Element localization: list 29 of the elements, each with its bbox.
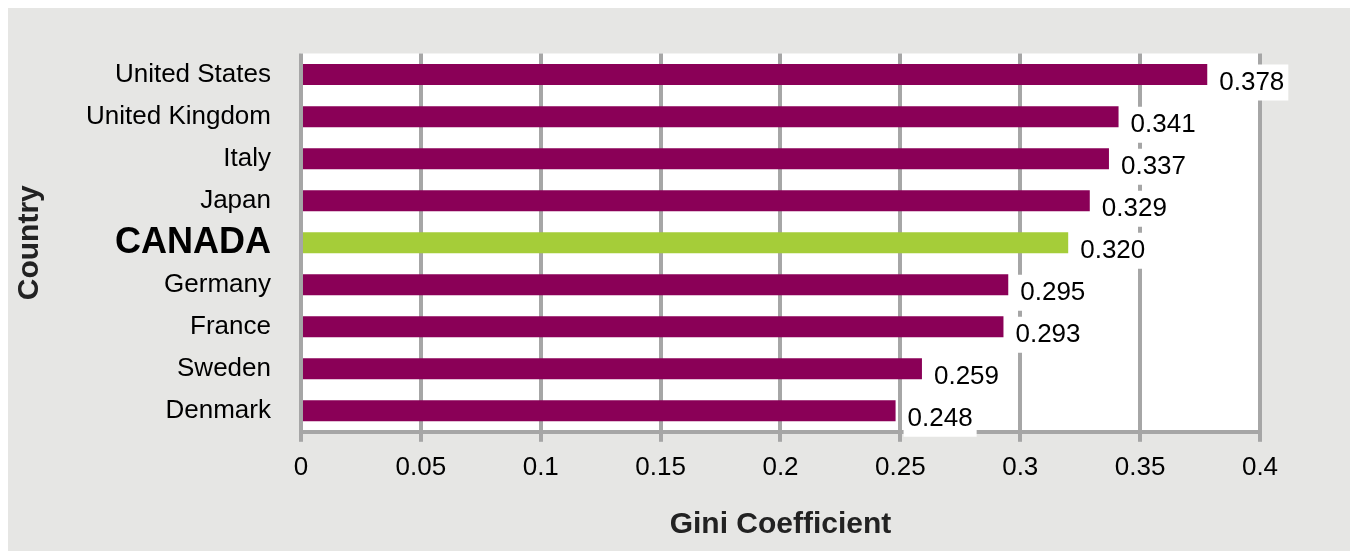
x-tick-label: 0.15	[635, 450, 686, 481]
x-tick-label: 0.25	[875, 450, 926, 481]
data-label: 0.295	[1020, 275, 1086, 306]
y-tick-label: Denmark	[165, 393, 272, 424]
y-tick-label: France	[190, 309, 271, 340]
data-label: 0.320	[1080, 233, 1146, 264]
y-tick-label: United Kingdom	[86, 99, 271, 130]
data-label: 0.337	[1120, 149, 1187, 180]
y-tick-label: United States	[114, 57, 271, 88]
y-tick-label: Sweden	[177, 351, 271, 382]
y-tick-label: Italy	[223, 141, 271, 172]
x-tick-label: 0	[293, 450, 309, 481]
data-label: 0.341	[1130, 107, 1196, 138]
data-label: 0.378	[1219, 65, 1285, 96]
x-axis-title: Gini Coefficient	[669, 506, 892, 540]
y-tick-label: Japan	[200, 183, 271, 214]
y-tick-label: Germany	[164, 267, 271, 298]
data-label: 0.248	[907, 401, 973, 432]
data-label: 0.259	[933, 359, 1000, 390]
y-axis-title: Country	[11, 184, 45, 301]
x-tick-label: 0.1	[522, 450, 559, 481]
data-label: 0.293	[1015, 317, 1081, 348]
x-tick-label: 0.4	[1241, 450, 1279, 481]
data-label: 0.329	[1101, 191, 1167, 222]
x-tick-label: 0.2	[762, 450, 799, 481]
x-tick-label: 0.3	[1002, 450, 1039, 481]
x-tick-label: 0.35	[1114, 450, 1166, 481]
x-tick-label: 0.05	[395, 450, 447, 481]
y-tick-label: CANADA	[115, 219, 271, 261]
